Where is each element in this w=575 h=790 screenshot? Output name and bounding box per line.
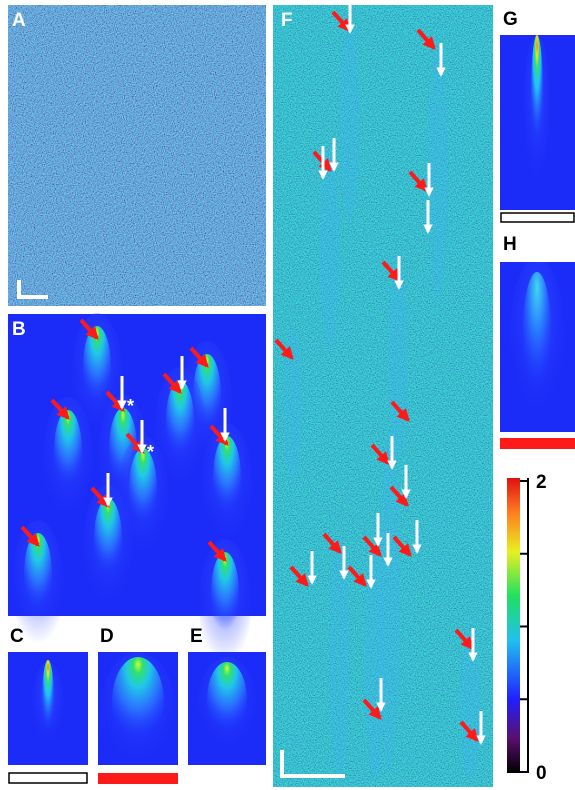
comet: [213, 436, 241, 520]
red-arrow: [79, 318, 99, 340]
streak: [365, 540, 385, 780]
red-arrow: [322, 532, 342, 554]
panel-g: [500, 35, 575, 210]
red-arrow: [390, 400, 410, 422]
scale-bar: [280, 750, 345, 778]
streak: [340, 20, 360, 220]
comet: [129, 448, 157, 532]
scale-bar: [98, 773, 178, 784]
streak: [330, 540, 350, 780]
comet: [94, 498, 122, 582]
red-arrow: [459, 720, 479, 742]
asterisk: *: [147, 442, 154, 462]
streak: [428, 40, 448, 300]
red-arrow: [370, 443, 390, 465]
streak: [388, 260, 408, 460]
comet: [166, 380, 194, 464]
panel-label: E: [190, 626, 203, 647]
streak: [380, 430, 400, 770]
streak: [320, 150, 340, 350]
panel-label: G: [503, 9, 518, 30]
red-arrow: [189, 346, 209, 368]
red-arrow: [207, 540, 227, 562]
red-arrow: [389, 485, 409, 507]
panel-h: [500, 262, 575, 432]
colorbar: [507, 478, 520, 773]
panel-label: D: [100, 626, 114, 647]
asterisk: *: [127, 396, 134, 416]
panel-label: F: [281, 10, 293, 31]
red-arrow: [454, 628, 474, 650]
streak: [283, 330, 303, 480]
panel-label: H: [503, 234, 517, 255]
panel-a-noise: [8, 5, 266, 306]
panel-label: C: [10, 626, 24, 647]
panel-c: [8, 652, 88, 765]
scale-bar: [500, 212, 575, 223]
red-arrow: [362, 698, 382, 720]
scale-bar: [8, 772, 88, 784]
red-arrow: [416, 28, 436, 50]
panel-e: [188, 652, 266, 765]
red-arrow: [392, 535, 412, 557]
panel-label: B: [12, 319, 26, 340]
comet: [54, 410, 82, 494]
red-arrow: [362, 535, 382, 557]
streak: [460, 630, 480, 780]
red-arrow: [347, 565, 367, 587]
comet: [83, 326, 111, 410]
colorbar-tick-label: 0: [536, 763, 547, 784]
panel-f-noise: [273, 5, 493, 787]
comet: [211, 552, 239, 636]
red-arrow: [381, 260, 401, 282]
panel-label: A: [12, 10, 26, 31]
red-arrow: [289, 565, 309, 587]
scale-bar: [17, 280, 48, 299]
colorbar-tick-label: 2: [536, 472, 547, 493]
scale-bar: [500, 438, 575, 449]
red-arrow: [274, 338, 294, 360]
comet: [24, 533, 52, 617]
red-arrow: [408, 170, 428, 192]
red-arrow: [50, 398, 70, 420]
red-arrow: [20, 525, 40, 547]
panel-d: [98, 652, 178, 765]
